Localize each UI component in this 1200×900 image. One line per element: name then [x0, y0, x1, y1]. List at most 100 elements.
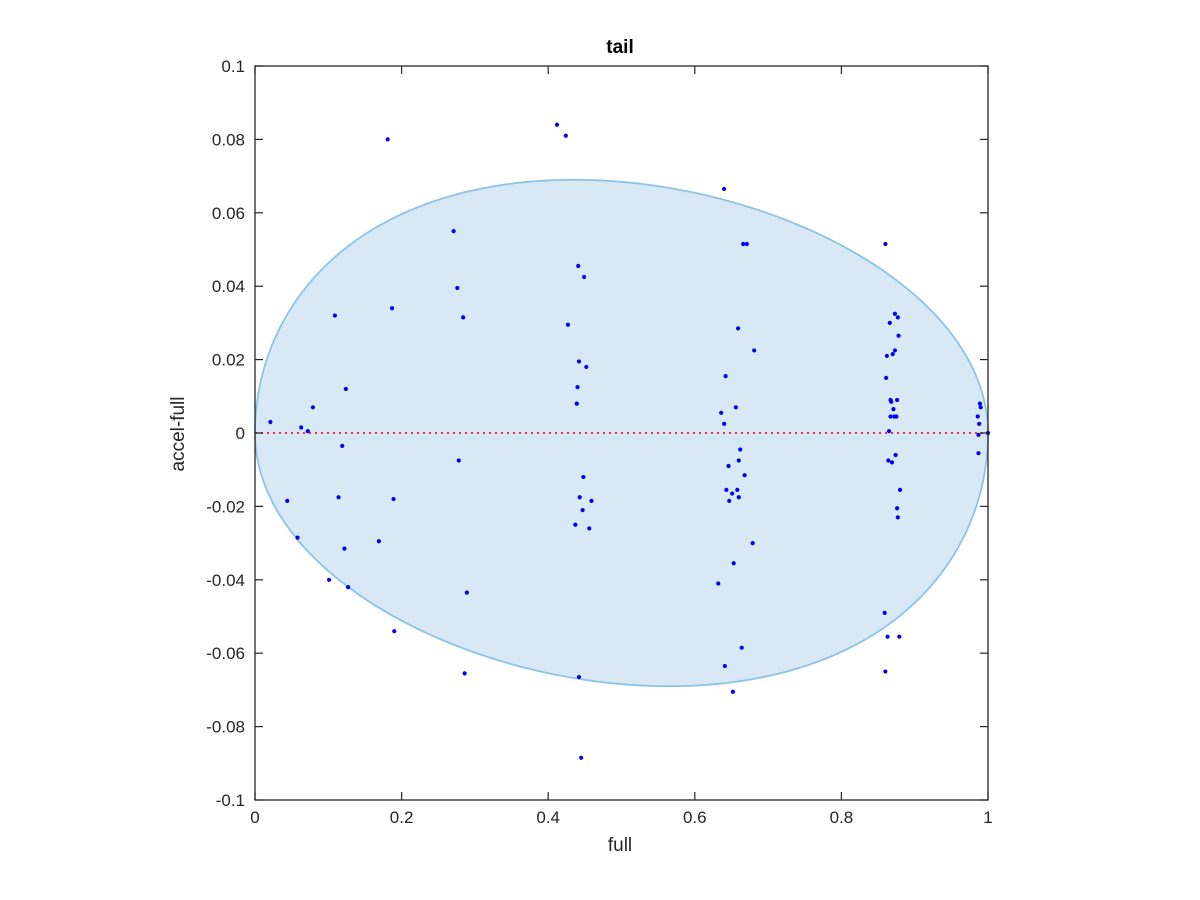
- data-point: [735, 326, 741, 331]
- y-tick-label: -0.04: [206, 571, 245, 590]
- data-point: [719, 410, 724, 415]
- data-point: [576, 263, 581, 269]
- data-point: [340, 443, 345, 448]
- data-point: [896, 333, 901, 338]
- data-point: [587, 526, 592, 531]
- data-point: [975, 414, 980, 419]
- data-point: [582, 274, 587, 280]
- data-point: [735, 487, 740, 492]
- data-point: [889, 399, 894, 404]
- data-point: [897, 487, 903, 492]
- data-point: [565, 322, 571, 327]
- data-point: [882, 610, 887, 615]
- data-point: [883, 241, 888, 247]
- data-point: [577, 495, 582, 500]
- data-point: [886, 458, 891, 463]
- data-point: [741, 241, 746, 247]
- y-tick-label: 0.02: [212, 351, 245, 370]
- data-point: [722, 421, 727, 426]
- data-point: [345, 585, 351, 590]
- y-tick-label: 0.1: [221, 57, 245, 76]
- data-point: [579, 755, 584, 760]
- data-point: [884, 353, 889, 359]
- data-point: [752, 348, 757, 353]
- data-point: [888, 414, 893, 419]
- x-tick-label: 0.2: [390, 808, 414, 827]
- data-point: [580, 507, 585, 513]
- data-point: [461, 315, 466, 320]
- data-point: [892, 348, 898, 353]
- data-point: [451, 229, 456, 234]
- chart-title: tail: [606, 37, 633, 58]
- y-tick-label: -0.06: [206, 644, 245, 663]
- data-point: [575, 385, 580, 390]
- data-point: [285, 498, 290, 503]
- data-point: [883, 669, 888, 674]
- data-point: [892, 311, 898, 316]
- data-point: [738, 447, 743, 452]
- data-point: [723, 374, 728, 379]
- data-point: [343, 386, 348, 392]
- data-point: [456, 458, 461, 463]
- data-point: [589, 498, 594, 503]
- data-point: [739, 645, 744, 650]
- y-tick-label: 0.04: [212, 277, 245, 296]
- data-point: [464, 590, 469, 595]
- data-point: [332, 313, 337, 318]
- data-point: [722, 186, 727, 192]
- data-point: [736, 495, 741, 500]
- data-point: [726, 463, 731, 469]
- data-point: [976, 451, 981, 456]
- data-point: [731, 561, 736, 566]
- data-point: [889, 460, 895, 465]
- y-tick-label: 0.08: [212, 130, 245, 149]
- y-tick-label: -0.08: [206, 718, 245, 737]
- y-tick-label: 0.06: [212, 204, 245, 223]
- data-point: [897, 634, 902, 639]
- x-tick-label: 0: [250, 808, 259, 827]
- data-points-layer: [268, 122, 991, 760]
- data-point: [716, 581, 721, 586]
- data-point: [893, 452, 898, 458]
- data-point: [295, 535, 300, 540]
- data-point: [305, 429, 310, 434]
- data-point: [730, 491, 735, 496]
- y-tick-label: -0.1: [216, 791, 245, 810]
- data-point: [554, 122, 560, 127]
- data-point: [574, 401, 579, 406]
- data-point: [727, 498, 732, 503]
- y-tick-label: -0.02: [206, 497, 245, 516]
- data-point: [563, 133, 568, 138]
- data-point: [722, 663, 727, 669]
- data-point: [391, 496, 396, 502]
- data-point: [887, 320, 892, 325]
- data-point: [326, 577, 332, 582]
- data-point: [895, 506, 900, 511]
- data-point: [750, 541, 755, 546]
- data-point: [895, 515, 900, 520]
- data-point: [462, 671, 467, 676]
- data-point: [376, 539, 381, 544]
- x-tick-label: 0.4: [536, 808, 560, 827]
- data-point: [885, 634, 890, 639]
- data-point: [336, 495, 341, 500]
- y-axis-label: accel-full: [168, 397, 189, 472]
- data-point: [584, 364, 589, 370]
- data-point: [730, 689, 736, 694]
- data-point: [342, 546, 347, 551]
- data-point: [976, 432, 981, 437]
- data-point: [389, 306, 395, 311]
- data-point: [576, 674, 582, 680]
- data-point: [576, 359, 582, 364]
- data-point: [455, 285, 460, 291]
- data-point: [891, 407, 896, 412]
- data-point: [736, 458, 741, 463]
- x-tick-label: 1: [983, 808, 992, 827]
- data-point: [884, 375, 889, 381]
- data-point: [895, 397, 900, 403]
- data-point: [890, 352, 895, 357]
- data-point: [742, 473, 747, 478]
- x-axis-label: full: [608, 835, 632, 856]
- data-point: [573, 522, 578, 527]
